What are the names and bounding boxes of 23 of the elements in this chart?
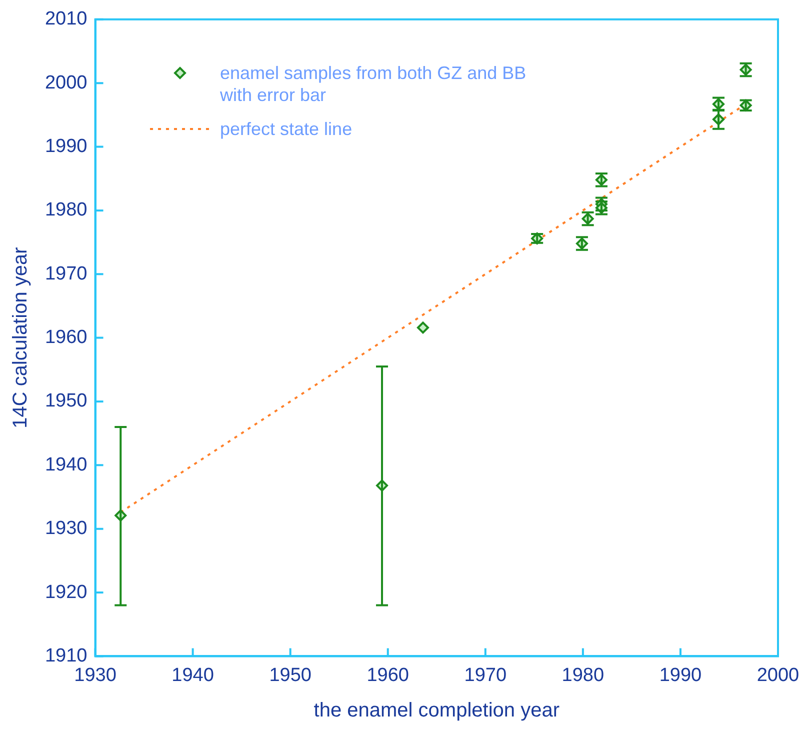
y-tick-label: 1960: [44, 327, 88, 348]
y-tick-label: 1920: [44, 582, 88, 603]
y-tick-label: 1990: [44, 136, 88, 157]
x-axis-title: the enamel completion year: [314, 700, 560, 722]
y-tick-label: 2010: [44, 8, 88, 30]
y-tick-label: 1930: [44, 518, 88, 540]
y-tick-label: 1950: [44, 390, 88, 412]
x-tick-label: 1990: [659, 664, 702, 686]
x-tick-label: 1950: [269, 664, 312, 686]
y-tick-label: 1980: [44, 200, 88, 221]
x-tick-label: 1930: [74, 664, 116, 686]
legend-label: perfect state line: [220, 119, 352, 139]
x-tick-label: 1970: [464, 664, 507, 686]
x-tick-label: 1980: [562, 664, 604, 686]
legend-label: enamel samples from both GZ and BB with error bar: [220, 63, 526, 105]
y-tick-label: 2000: [44, 72, 88, 94]
x-tick-label: 1940: [172, 664, 214, 686]
y-tick-label: 1970: [44, 263, 88, 284]
y-tick-label: 1940: [44, 454, 88, 476]
x-tick-label: 1960: [366, 664, 410, 686]
x-tick-label: 2000: [756, 664, 800, 686]
y-tick-label: 1910: [44, 645, 88, 666]
y-axis-title: 14C calculation year: [10, 246, 32, 428]
